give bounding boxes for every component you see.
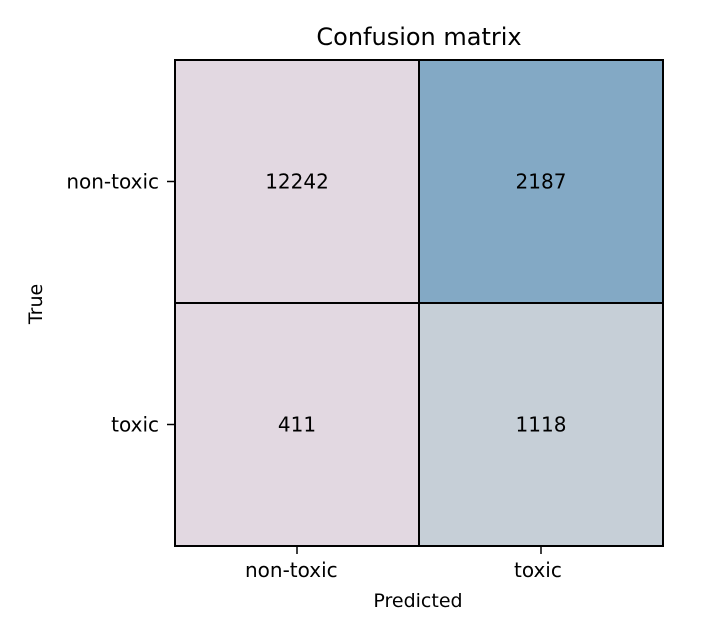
heatmap-cell — [174, 59, 420, 304]
y-tick-label: toxic — [111, 413, 159, 437]
heatmap-cell — [418, 302, 664, 547]
heatmap-cells: 12242 2187 411 1118 — [174, 59, 664, 547]
y-axis: non-toxic toxic — [66, 170, 175, 437]
heatmap-cell — [418, 59, 664, 304]
y-axis-label: True — [25, 284, 47, 325]
cell-value-label: 1118 — [516, 413, 567, 437]
chart-title: Confusion matrix — [316, 23, 521, 51]
cell-value-label: 12242 — [265, 170, 329, 194]
x-axis: non-toxic toxic — [245, 546, 562, 582]
x-tick-label: toxic — [514, 558, 562, 582]
x-tick-label: non-toxic — [245, 558, 338, 582]
x-axis-label: Predicted — [373, 590, 462, 612]
cell-value-label: 2187 — [516, 170, 567, 194]
heatmap-cell — [174, 302, 420, 547]
cell-value-label: 411 — [278, 413, 316, 437]
y-tick-label: non-toxic — [66, 170, 159, 194]
